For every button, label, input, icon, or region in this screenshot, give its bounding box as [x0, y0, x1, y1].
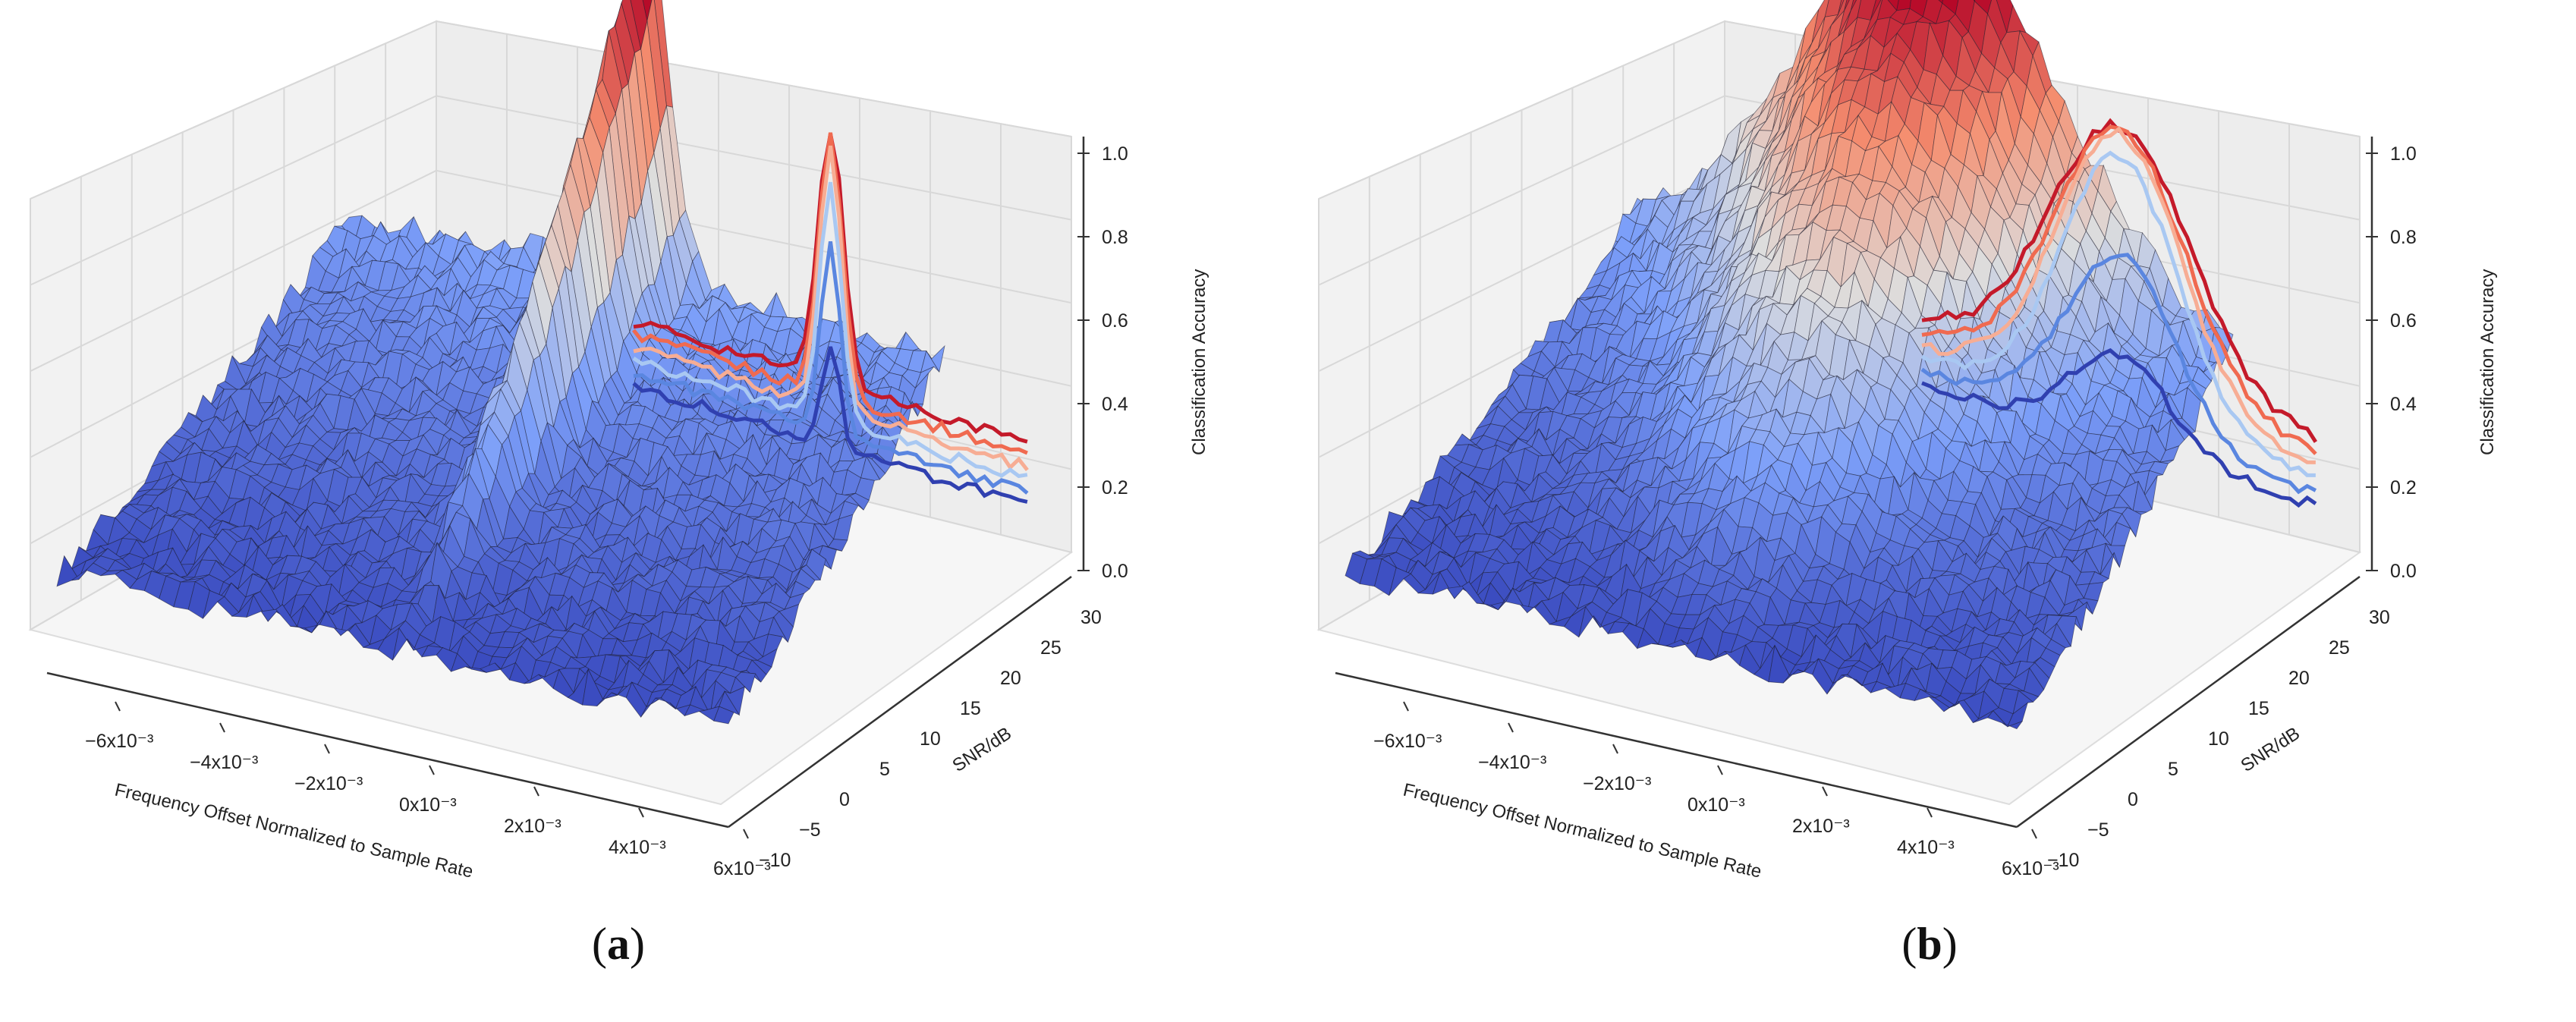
caption-b: (b) [1901, 919, 1958, 969]
projection-line-snr-20 [1921, 126, 2316, 464]
x-tick-label: 0x10⁻³ [1687, 794, 1745, 816]
grid-line [436, 95, 1072, 221]
z-tick-label: 0.8 [2390, 227, 2417, 248]
z-tick-label: 0.6 [1102, 310, 1128, 332]
caption-letter-b: b [1917, 919, 1942, 969]
projection-line-snr-20 [633, 145, 1029, 472]
z-tick-label: 1.0 [2390, 143, 2417, 165]
surface [1345, 0, 2234, 730]
x-tick-label: 6x10⁻³ [713, 858, 771, 879]
y-tick-label: 10 [2208, 728, 2229, 750]
y-tick-label: 25 [1040, 637, 1062, 659]
x-tick-label: −4x10⁻³ [190, 752, 258, 773]
grid-line [436, 169, 1072, 304]
projection-line-snr-5 [1921, 347, 2317, 508]
surface-plot-a: −6x10⁻³ −4x10⁻³ −2x10⁻³ 0x10⁻³ 2x10⁻³ 4x10⁻³ 6… [28, 0, 1209, 882]
x-tick [1403, 701, 1409, 712]
z-tick-label: 0.4 [2390, 394, 2417, 415]
projection-line-snr-5 [632, 346, 1028, 504]
y-tick-label: 30 [1080, 607, 1102, 628]
y-axis-line [2016, 575, 2361, 829]
x-tick-label: 4x10⁻³ [1897, 837, 1955, 858]
y-tick-label: 10 [920, 728, 941, 750]
x-tick-label: −2x10⁻³ [1583, 773, 1651, 794]
x-tick [1717, 765, 1723, 775]
x-tick [1508, 722, 1514, 733]
x-axis-line [1335, 671, 2018, 829]
y-tick-label: −5 [799, 819, 821, 841]
z-axis-label: Classification Accuracy [1189, 269, 1209, 455]
y-tick-label: 30 [2369, 607, 2390, 628]
x-tick-label: −6x10⁻³ [85, 731, 153, 752]
x-tick [1612, 744, 1618, 754]
y-tick-label: −5 [2087, 819, 2109, 841]
z-axis-label: Classification Accuracy [2477, 269, 2498, 455]
x-tick [2031, 829, 2037, 839]
y-axis-line [728, 575, 1072, 829]
surface-patch [2002, 720, 2024, 730]
y-tick-label: 5 [879, 759, 890, 780]
z-tick-label: 0.6 [2390, 310, 2417, 332]
x-tick [533, 786, 539, 797]
z-tick-label: 0.2 [2390, 477, 2417, 498]
grid-line [436, 20, 1072, 137]
x-tick-label: 0x10⁻³ [399, 794, 457, 816]
panel-b: −6x10⁻³ −4x10⁻³ −2x10⁻³ 0x10⁻³ 2x10⁻³ 4x10⁻³ 6… [1288, 0, 2576, 1022]
x-tick [324, 744, 330, 754]
x-tick-label: −4x10⁻³ [1478, 752, 1546, 773]
z-tick-label: 0.0 [2390, 561, 2417, 582]
x-tick-label: 6x10⁻³ [2002, 858, 2059, 879]
z-tick-label: 1.0 [1102, 143, 1128, 165]
surface-plot-b: −6x10⁻³ −4x10⁻³ −2x10⁻³ 0x10⁻³ 2x10⁻³ 4x10⁻³ 6… [1316, 0, 2498, 882]
z-tick-label: 0.4 [1102, 394, 1128, 415]
y-tick-label: 20 [1000, 668, 1021, 689]
surface-patch [713, 706, 734, 725]
x-tick-label: −6x10⁻³ [1373, 731, 1442, 752]
z-tick-label: 0.8 [1102, 227, 1128, 248]
x-tick [1822, 786, 1828, 797]
x-tick [429, 765, 435, 775]
panel-a: −6x10⁻³ −4x10⁻³ −2x10⁻³ 0x10⁻³ 2x10⁻³ 4x10⁻³ 6… [28, 0, 1209, 969]
y-tick-label: −10 [759, 850, 791, 871]
caption-letter-a: a [607, 919, 630, 969]
projection-line-snr-10 [633, 241, 1029, 495]
x-tick [743, 829, 749, 839]
x-tick [1926, 807, 1933, 818]
projection-lines [1920, 118, 2318, 508]
x-tick [219, 722, 225, 733]
y-tick-label: 5 [2168, 759, 2178, 780]
projection-line-snr-15 [1920, 150, 2316, 477]
y-tick-label: 0 [2128, 789, 2138, 810]
x-tick-label: 2x10⁻³ [504, 816, 561, 837]
y-tick-label: 25 [2329, 637, 2350, 659]
y-axis-label: SNR/dB [949, 723, 1015, 776]
x-tick-label: 4x10⁻³ [609, 837, 666, 858]
x-tick-label: −2x10⁻³ [294, 773, 363, 794]
y-tick-label: 15 [960, 698, 981, 719]
projection-lines [632, 132, 1029, 504]
projection-line-snr-25 [632, 132, 1028, 455]
projection-line-snr-10 [1920, 253, 2317, 495]
projection-line-snr-15 [632, 181, 1028, 479]
z-tick-label: 0.2 [1102, 477, 1128, 498]
x-tick-label: 2x10⁻³ [1792, 816, 1850, 837]
y-tick-label: 0 [839, 789, 850, 810]
y-tick-label: −10 [2047, 850, 2079, 871]
y-tick-label: 15 [2248, 698, 2269, 719]
z-tick-label: 0.0 [1102, 561, 1128, 582]
y-tick-label: 20 [2288, 668, 2310, 689]
x-tick [638, 807, 644, 818]
y-axis-label: SNR/dB [2238, 723, 2304, 776]
caption-a: (a) [592, 919, 645, 969]
x-axis-line [46, 671, 729, 829]
x-tick [115, 701, 121, 712]
